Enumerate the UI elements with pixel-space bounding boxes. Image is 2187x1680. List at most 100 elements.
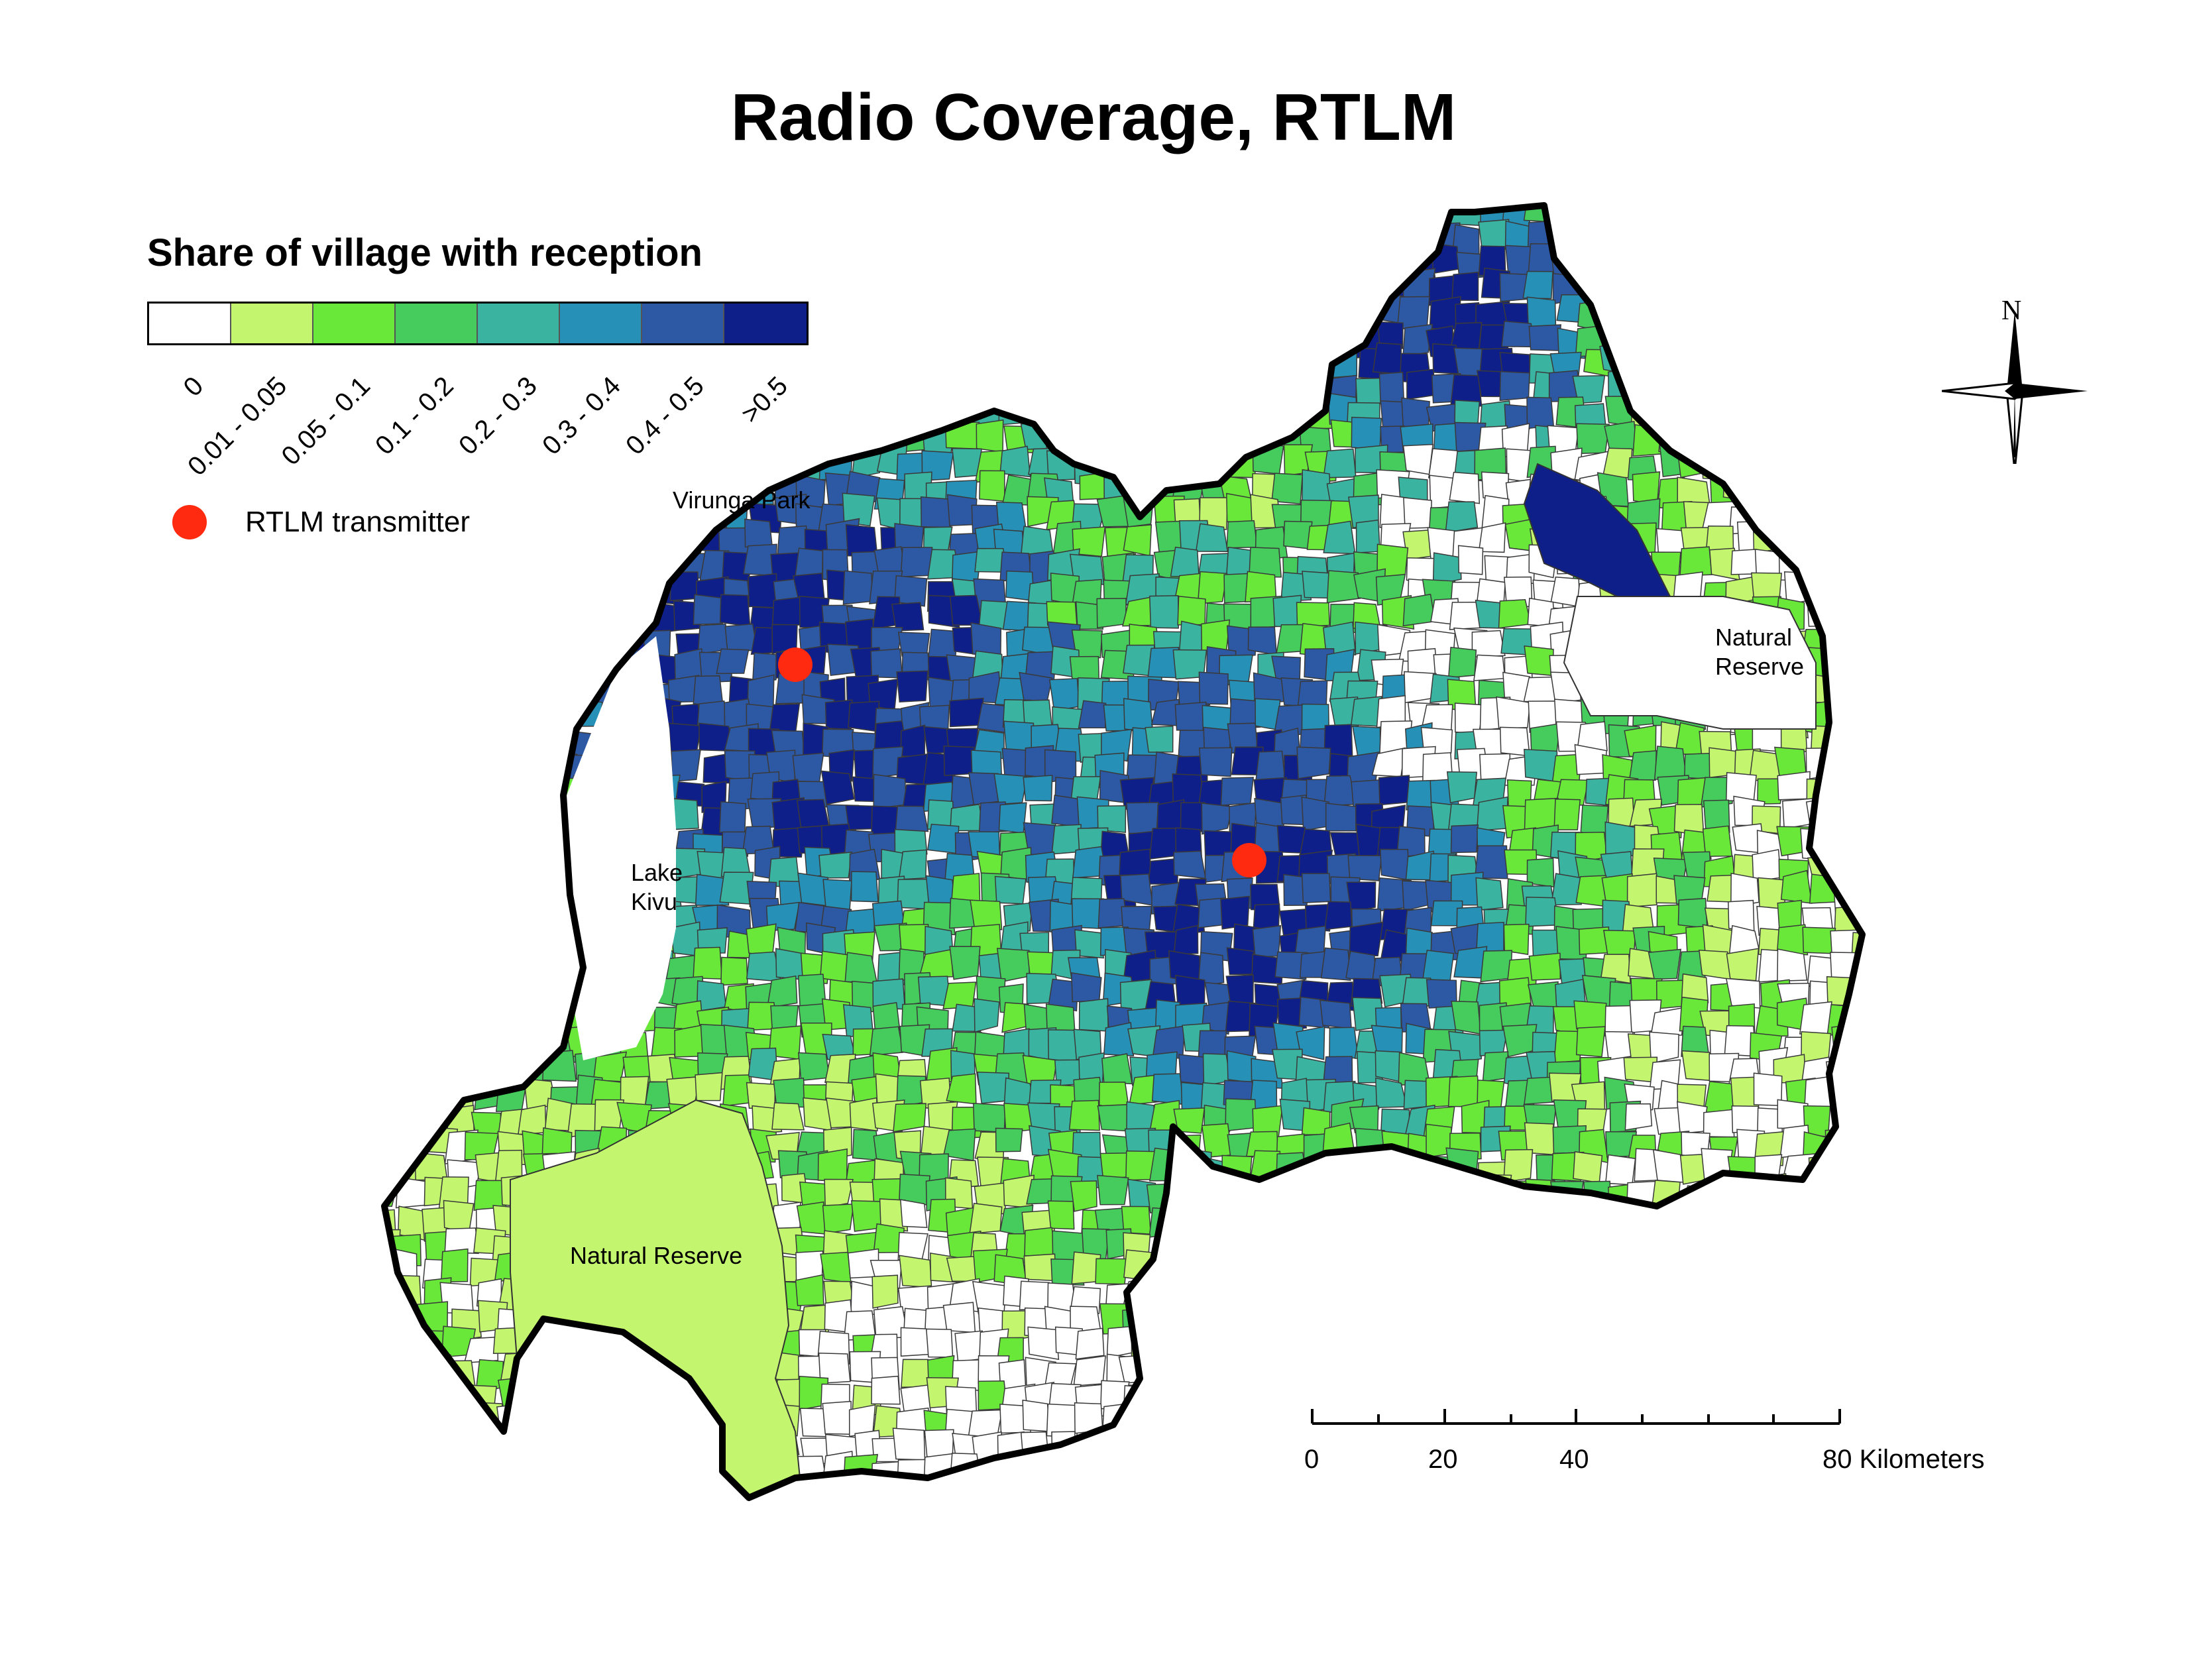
village-polygon [443,926,473,961]
village-polygon [944,296,976,327]
village-polygon [1805,1307,1836,1338]
village-polygon [1825,494,1856,528]
village-polygon [421,318,449,351]
village-polygon [1828,1485,1859,1498]
village-polygon [594,373,628,409]
village-polygon [974,378,1006,410]
village-polygon [998,1455,1029,1488]
village-polygon [1725,978,1761,1009]
village-polygon [903,351,935,386]
village-polygon [1226,520,1258,549]
village-polygon [1730,1202,1762,1234]
village-polygon [1572,374,1606,404]
village-polygon [817,1148,848,1182]
village-polygon [384,524,408,552]
village-polygon [568,297,597,329]
village-polygon [1274,1377,1305,1407]
village-polygon [976,419,1004,453]
scale-label-40: 40 [1559,1445,1589,1474]
village-polygon [1810,578,1843,612]
village-polygon [392,452,425,484]
village-polygon [1250,1306,1278,1341]
village-polygon [1681,1303,1716,1335]
village-polygon [977,1072,1010,1104]
village-polygon [949,594,983,626]
village-polygon [1171,1225,1200,1258]
village-polygon [423,823,452,858]
village-polygon [1583,222,1614,255]
village-polygon [1126,1101,1155,1132]
village-polygon [1856,1126,1862,1156]
legend-swatch-7 [724,304,807,343]
village-polygon [1248,1227,1279,1260]
village-polygon [1047,1200,1075,1230]
village-polygon [1783,1209,1816,1241]
village-polygon [1581,1305,1616,1337]
village-polygon [1677,897,1708,929]
village-polygon [1149,595,1179,629]
village-polygon [1325,1477,1353,1498]
village-polygon [384,681,398,712]
village-polygon [1402,593,1436,627]
village-polygon [1410,1506,1437,1538]
village-polygon [1799,1001,1832,1035]
village-polygon [1578,1356,1609,1386]
village-polygon [440,243,473,278]
village-polygon [1020,223,1053,255]
village-polygon [1811,1409,1838,1442]
village-polygon [1049,222,1078,251]
village-polygon [1825,396,1855,428]
village-polygon [416,205,449,230]
village-polygon [970,899,1003,930]
village-polygon [1154,1506,1184,1533]
village-polygon [1557,1203,1587,1230]
village-polygon [1828,579,1860,612]
village-polygon [848,395,882,428]
village-polygon [540,949,569,983]
village-polygon [1530,722,1561,755]
village-polygon [467,1006,496,1040]
village-polygon [526,346,556,376]
village-polygon [1306,1337,1336,1367]
village-polygon [593,453,627,486]
village-polygon [493,495,526,529]
village-polygon [1830,324,1862,357]
village-polygon [1196,370,1231,404]
village-polygon [1726,771,1757,802]
village-polygon [418,950,445,978]
village-polygon [540,254,571,282]
village-polygon [1053,300,1086,329]
village-polygon [1758,374,1789,406]
village-polygon [384,429,407,459]
village-polygon [1506,1276,1539,1310]
village-polygon [744,518,773,549]
village-polygon [942,1302,976,1333]
village-polygon [1753,1284,1786,1314]
village-polygon [995,1127,1023,1152]
village-polygon [1348,1437,1377,1469]
village-polygon [596,1429,628,1462]
village-polygon [1274,1326,1306,1358]
village-polygon [1429,1180,1456,1210]
village-polygon [1223,1507,1255,1538]
village-polygon [1473,654,1506,681]
village-polygon [390,1426,421,1457]
village-polygon [425,907,457,936]
village-polygon [543,205,572,225]
village-polygon [1575,875,1607,907]
village-polygon [1711,353,1742,386]
village-polygon [1526,1455,1558,1490]
village-polygon [1048,318,1081,353]
village-polygon [384,1102,402,1134]
village-polygon [994,875,1027,905]
transmitter-marker-west [778,647,813,682]
village-polygon [680,272,710,304]
legend-swatch-1 [231,304,313,343]
village-polygon [1201,1504,1230,1531]
transmitter-legend-dot [172,505,207,539]
village-polygon [620,405,647,435]
village-polygon [1221,421,1252,448]
village-polygon [1298,1509,1329,1540]
village-polygon [845,805,875,830]
village-polygon [1378,371,1405,406]
